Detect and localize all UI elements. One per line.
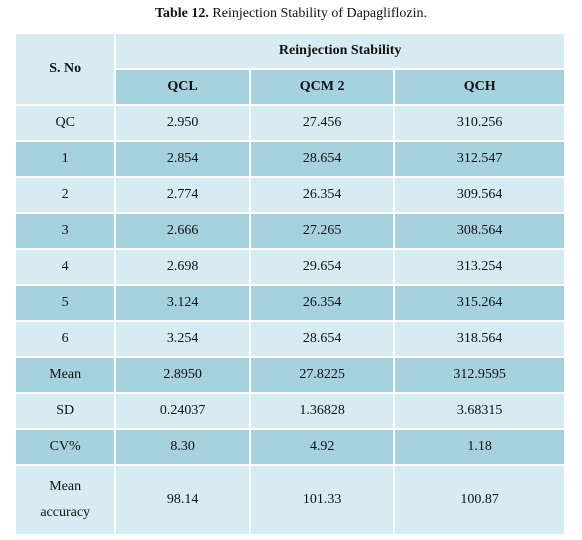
table-row: 1 2.854 28.654 312.547 — [13, 140, 566, 178]
cell-value: 309.564 — [393, 176, 566, 214]
cell-value: 2.698 — [114, 248, 251, 286]
row-label: 2 — [13, 176, 117, 214]
table-caption-text: Reinjection Stability of Dapagliflozin. — [212, 6, 428, 21]
row-label-line: Mean — [49, 479, 82, 494]
cell-value: 28.654 — [248, 140, 396, 178]
table-row: SD 0.24037 1.36828 3.68315 — [13, 392, 566, 430]
cell-value: 27.8225 — [248, 356, 396, 394]
cell-value: 2.8950 — [114, 356, 251, 394]
table-row: 5 3.124 26.354 315.264 — [13, 284, 566, 322]
table-row: QC 2.950 27.456 310.256 — [13, 104, 566, 142]
row-label: QC — [13, 104, 117, 142]
row-label: Mean accuracy — [13, 464, 117, 536]
row-header-sno: S. No — [13, 32, 117, 106]
table-row: 3 2.666 27.265 308.564 — [13, 212, 566, 250]
cell-value: 312.9595 — [393, 356, 566, 394]
cell-value: 3.124 — [114, 284, 251, 322]
row-label: CV% — [13, 428, 117, 466]
cell-value: 8.30 — [114, 428, 251, 466]
row-label: 4 — [13, 248, 117, 286]
cell-value: 308.564 — [393, 212, 566, 250]
cell-value: 313.254 — [393, 248, 566, 286]
cell-value: 4.92 — [248, 428, 396, 466]
table-row: 6 3.254 28.654 318.564 — [13, 320, 566, 358]
row-label: 3 — [13, 212, 117, 250]
cell-value: 98.14 — [114, 464, 251, 536]
cell-value: 2.666 — [114, 212, 251, 250]
group-header: Reinjection Stability — [114, 32, 566, 70]
column-header-qcl: QCL — [114, 68, 251, 106]
cell-value: 2.854 — [114, 140, 251, 178]
row-label: 1 — [13, 140, 117, 178]
row-label-line: accuracy — [40, 505, 91, 520]
cell-value: 27.456 — [248, 104, 396, 142]
table-row: 4 2.698 29.654 313.254 — [13, 248, 566, 286]
table-caption: Table 12. Reinjection Stability of Dapag… — [0, 6, 582, 22]
reinjection-stability-table: S. No Reinjection Stability QCL QCM 2 QC… — [13, 32, 566, 536]
table-row: Mean accuracy 98.14 101.33 100.87 — [13, 464, 566, 536]
cell-value: 310.256 — [393, 104, 566, 142]
cell-value: 26.354 — [248, 284, 396, 322]
row-label: Mean — [13, 356, 117, 394]
cell-value: 26.354 — [248, 176, 396, 214]
cell-value: 101.33 — [248, 464, 396, 536]
cell-value: 2.950 — [114, 104, 251, 142]
table-caption-label: Table 12. — [154, 6, 209, 21]
cell-value: 2.774 — [114, 176, 251, 214]
table-row: CV% 8.30 4.92 1.18 — [13, 428, 566, 466]
cell-value: 28.654 — [248, 320, 396, 358]
row-label: SD — [13, 392, 117, 430]
row-label: 6 — [13, 320, 117, 358]
table-row: 2 2.774 26.354 309.564 — [13, 176, 566, 214]
cell-value: 3.68315 — [393, 392, 566, 430]
cell-value: 3.254 — [114, 320, 251, 358]
cell-value: 318.564 — [393, 320, 566, 358]
row-label: 5 — [13, 284, 117, 322]
cell-value: 312.547 — [393, 140, 566, 178]
cell-value: 1.18 — [393, 428, 566, 466]
cell-value: 29.654 — [248, 248, 396, 286]
table-row: Mean 2.8950 27.8225 312.9595 — [13, 356, 566, 394]
column-header-qcm2: QCM 2 — [248, 68, 396, 106]
cell-value: 100.87 — [393, 464, 566, 536]
cell-value: 1.36828 — [248, 392, 396, 430]
cell-value: 315.264 — [393, 284, 566, 322]
cell-value: 27.265 — [248, 212, 396, 250]
cell-value: 0.24037 — [114, 392, 251, 430]
column-header-qch: QCH — [393, 68, 566, 106]
